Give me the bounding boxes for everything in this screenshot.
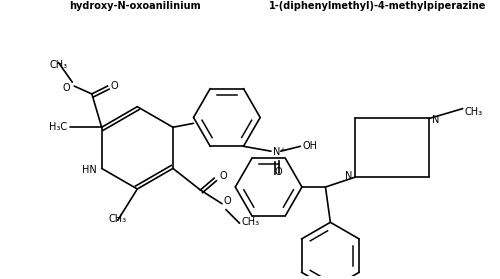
Text: O: O [110, 81, 118, 91]
Text: CH₃: CH₃ [108, 214, 127, 224]
Text: 1-(diphenylmethyl)-4-methylpiperazine: 1-(diphenylmethyl)-4-methylpiperazine [268, 1, 486, 11]
Text: OH: OH [302, 141, 318, 151]
Text: N: N [344, 171, 352, 181]
Text: CH₃: CH₃ [242, 217, 260, 227]
Text: N: N [432, 114, 440, 124]
Text: CH₃: CH₃ [464, 107, 482, 117]
Text: HN: HN [82, 165, 97, 175]
Text: N⁺: N⁺ [273, 147, 285, 157]
Text: O: O [224, 196, 232, 206]
Text: H₃C: H₃C [49, 122, 68, 132]
Text: O: O [62, 83, 70, 93]
Text: O: O [275, 167, 282, 177]
Text: O: O [219, 171, 226, 181]
Text: 3-[3,5-bis(methoxycarbonyl)-2,6-
dimethyl-1,4-dihydropyridin-4-yl]-N-
hydroxy-N-: 3-[3,5-bis(methoxycarbonyl)-2,6- dimethy… [34, 0, 235, 11]
Text: CH₃: CH₃ [50, 60, 68, 70]
